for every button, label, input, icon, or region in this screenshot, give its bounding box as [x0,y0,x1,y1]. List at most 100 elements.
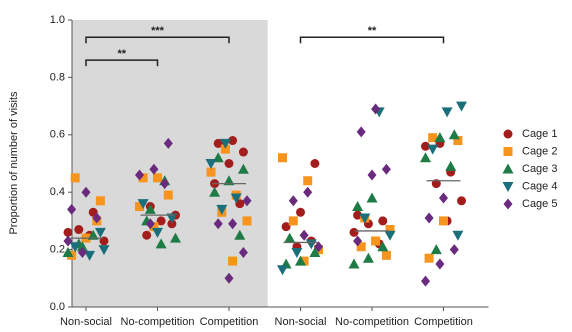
data-point [98,245,110,256]
data-point [206,167,216,177]
data-point [166,213,178,224]
data-point [69,242,81,253]
data-point [349,227,359,237]
legend-marker [503,198,513,210]
data-point [163,190,173,200]
data-point [149,222,159,232]
data-point [138,173,148,183]
data-point [309,246,321,257]
data-point [421,275,430,287]
data-point [435,258,445,270]
data-point [367,169,377,181]
data-point [353,210,363,220]
data-point [167,219,177,229]
data-point [235,199,245,209]
data-point [153,173,162,183]
data-point [428,133,438,143]
data-point [424,212,434,224]
legend-label: Cage 5 [522,198,557,210]
data-point [224,272,234,284]
legend-marker [503,129,513,139]
data-point [223,175,235,186]
data-point [356,126,366,138]
data-point [420,152,431,163]
data-point [448,129,460,140]
data-point [92,212,102,224]
data-point [449,244,459,256]
data-point [152,227,163,238]
data-point [288,216,298,226]
data-point [242,195,252,207]
data-point [371,103,381,115]
data-point [63,227,73,237]
data-point [242,216,252,226]
legend-marker [502,182,514,192]
data-point [385,225,395,235]
data-point [430,244,442,255]
data-point [230,193,242,204]
x-tick-label: Non-social [60,316,112,328]
data-point [95,196,105,206]
data-point [219,138,231,149]
data-point [237,163,249,174]
data-point [441,107,453,118]
data-point [348,258,360,269]
data-point [70,173,80,183]
data-point [228,218,238,230]
legend-marker [502,163,514,174]
data-point [234,229,246,240]
data-point [94,227,106,238]
data-point [284,232,296,243]
data-point [445,160,457,171]
data-point [303,176,313,186]
data-point [62,246,74,257]
data-point [453,136,463,146]
data-point [434,132,446,143]
data-point [87,229,99,240]
data-point [278,153,287,163]
data-point [135,202,144,212]
data-point [144,203,156,214]
legend-label: Cage 3 [522,163,557,175]
y-tick-label: 0.2 [50,244,65,256]
data-point [145,218,155,230]
data-point [77,246,87,258]
data-point [224,159,234,168]
data-point [135,169,144,181]
data-point [384,230,396,241]
data-point [220,144,230,154]
legend-label: Cage 2 [522,145,557,157]
data-point [156,216,166,226]
data-point [81,186,91,198]
data-point [291,247,303,258]
x-tick-label: No-competition [335,316,409,328]
data-point [281,222,291,232]
data-point [149,163,159,175]
y-tick-label: 0.8 [50,71,65,83]
data-point [353,235,363,247]
data-point [366,192,378,203]
shaded-region [72,20,268,307]
y-axis-label: Proportion of number of visits [8,91,20,235]
data-point [452,230,464,241]
data-point [84,250,96,261]
data-point [356,242,366,252]
data-point [238,246,248,258]
significance-bracket [85,59,159,67]
data-point [170,232,181,243]
data-point [205,159,217,169]
data-point [228,256,238,266]
x-tick-label: Competition [200,316,259,328]
data-point [277,265,288,276]
legend-marker [503,147,513,156]
data-point [155,238,167,249]
y-tick-label: 1.0 [50,14,65,26]
data-point [456,101,467,112]
data-point [296,207,305,217]
data-point [378,216,388,226]
data-point [439,192,448,204]
x-tick-label: No-competition [121,316,195,328]
data-point [303,186,313,198]
data-point [142,230,152,240]
y-tick-label: 0.6 [50,129,65,141]
